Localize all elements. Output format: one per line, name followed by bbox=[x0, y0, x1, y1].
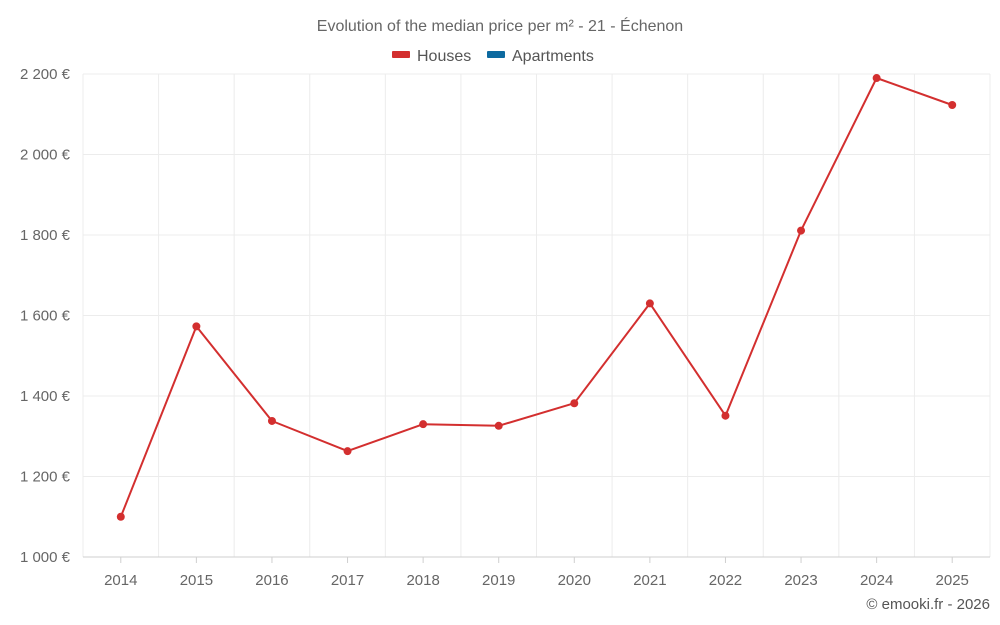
x-tick-label: 2018 bbox=[406, 572, 439, 589]
data-point-houses-2019[interactable] bbox=[494, 421, 503, 430]
y-tick-label: 2 200 € bbox=[20, 66, 71, 83]
data-point-houses-2024[interactable] bbox=[872, 74, 881, 83]
legend-label-houses: Houses bbox=[417, 48, 471, 65]
x-tick-label: 2022 bbox=[709, 572, 742, 589]
x-tick-label: 2019 bbox=[482, 572, 515, 589]
y-tick-label: 1 400 € bbox=[20, 388, 71, 405]
x-tick-label: 2021 bbox=[633, 572, 666, 589]
y-tick-label: 1 800 € bbox=[20, 227, 71, 244]
grid bbox=[82, 73, 991, 557]
y-axis-ticks: 1 000 € 1 200 € 1 400 € 1 600 € 1 800 € 2 000… bbox=[20, 66, 71, 566]
data-point-houses-2020[interactable] bbox=[570, 399, 579, 408]
data-point-houses-2018[interactable] bbox=[419, 420, 428, 429]
legend-swatch-houses bbox=[392, 51, 410, 58]
y-tick-label: 1 000 € bbox=[20, 549, 71, 566]
legend-item-houses[interactable]: Houses bbox=[392, 48, 471, 65]
x-axis-ticks: 2014 2015 2016 2017 2018 2019 2020 2021 2022 2023… bbox=[104, 557, 969, 589]
x-tick-label: 2025 bbox=[936, 572, 969, 589]
y-tick-label: 1 200 € bbox=[20, 469, 71, 486]
data-point-houses-2023[interactable] bbox=[797, 226, 806, 235]
legend-label-apartments: Apartments bbox=[512, 48, 594, 65]
data-point-houses-2025[interactable] bbox=[948, 100, 957, 109]
legend: Houses Apartments bbox=[392, 48, 594, 65]
x-tick-label: 2020 bbox=[558, 572, 591, 589]
legend-item-apartments[interactable]: Apartments bbox=[487, 48, 594, 65]
x-tick-label: 2017 bbox=[331, 572, 364, 589]
data-point-houses-2014[interactable] bbox=[116, 512, 125, 521]
x-tick-label: 2023 bbox=[784, 572, 817, 589]
series-houses bbox=[116, 74, 957, 521]
data-point-houses-2022[interactable] bbox=[721, 411, 730, 420]
x-tick-label: 2015 bbox=[180, 572, 213, 589]
legend-swatch-apartments bbox=[487, 51, 505, 58]
x-tick-label: 2016 bbox=[255, 572, 288, 589]
y-tick-label: 1 600 € bbox=[20, 308, 71, 325]
data-point-houses-2016[interactable] bbox=[267, 416, 276, 425]
chart-title: Evolution of the median price per m² - 2… bbox=[317, 16, 683, 35]
data-point-houses-2021[interactable] bbox=[645, 299, 654, 308]
x-tick-label: 2024 bbox=[860, 572, 893, 589]
x-tick-label: 2014 bbox=[104, 572, 137, 589]
data-point-houses-2015[interactable] bbox=[192, 322, 201, 331]
credit-text: © emooki.fr - 2026 bbox=[866, 596, 990, 613]
y-tick-label: 2 000 € bbox=[20, 147, 71, 164]
data-point-houses-2017[interactable] bbox=[343, 447, 352, 456]
series-line-houses bbox=[119, 77, 953, 518]
